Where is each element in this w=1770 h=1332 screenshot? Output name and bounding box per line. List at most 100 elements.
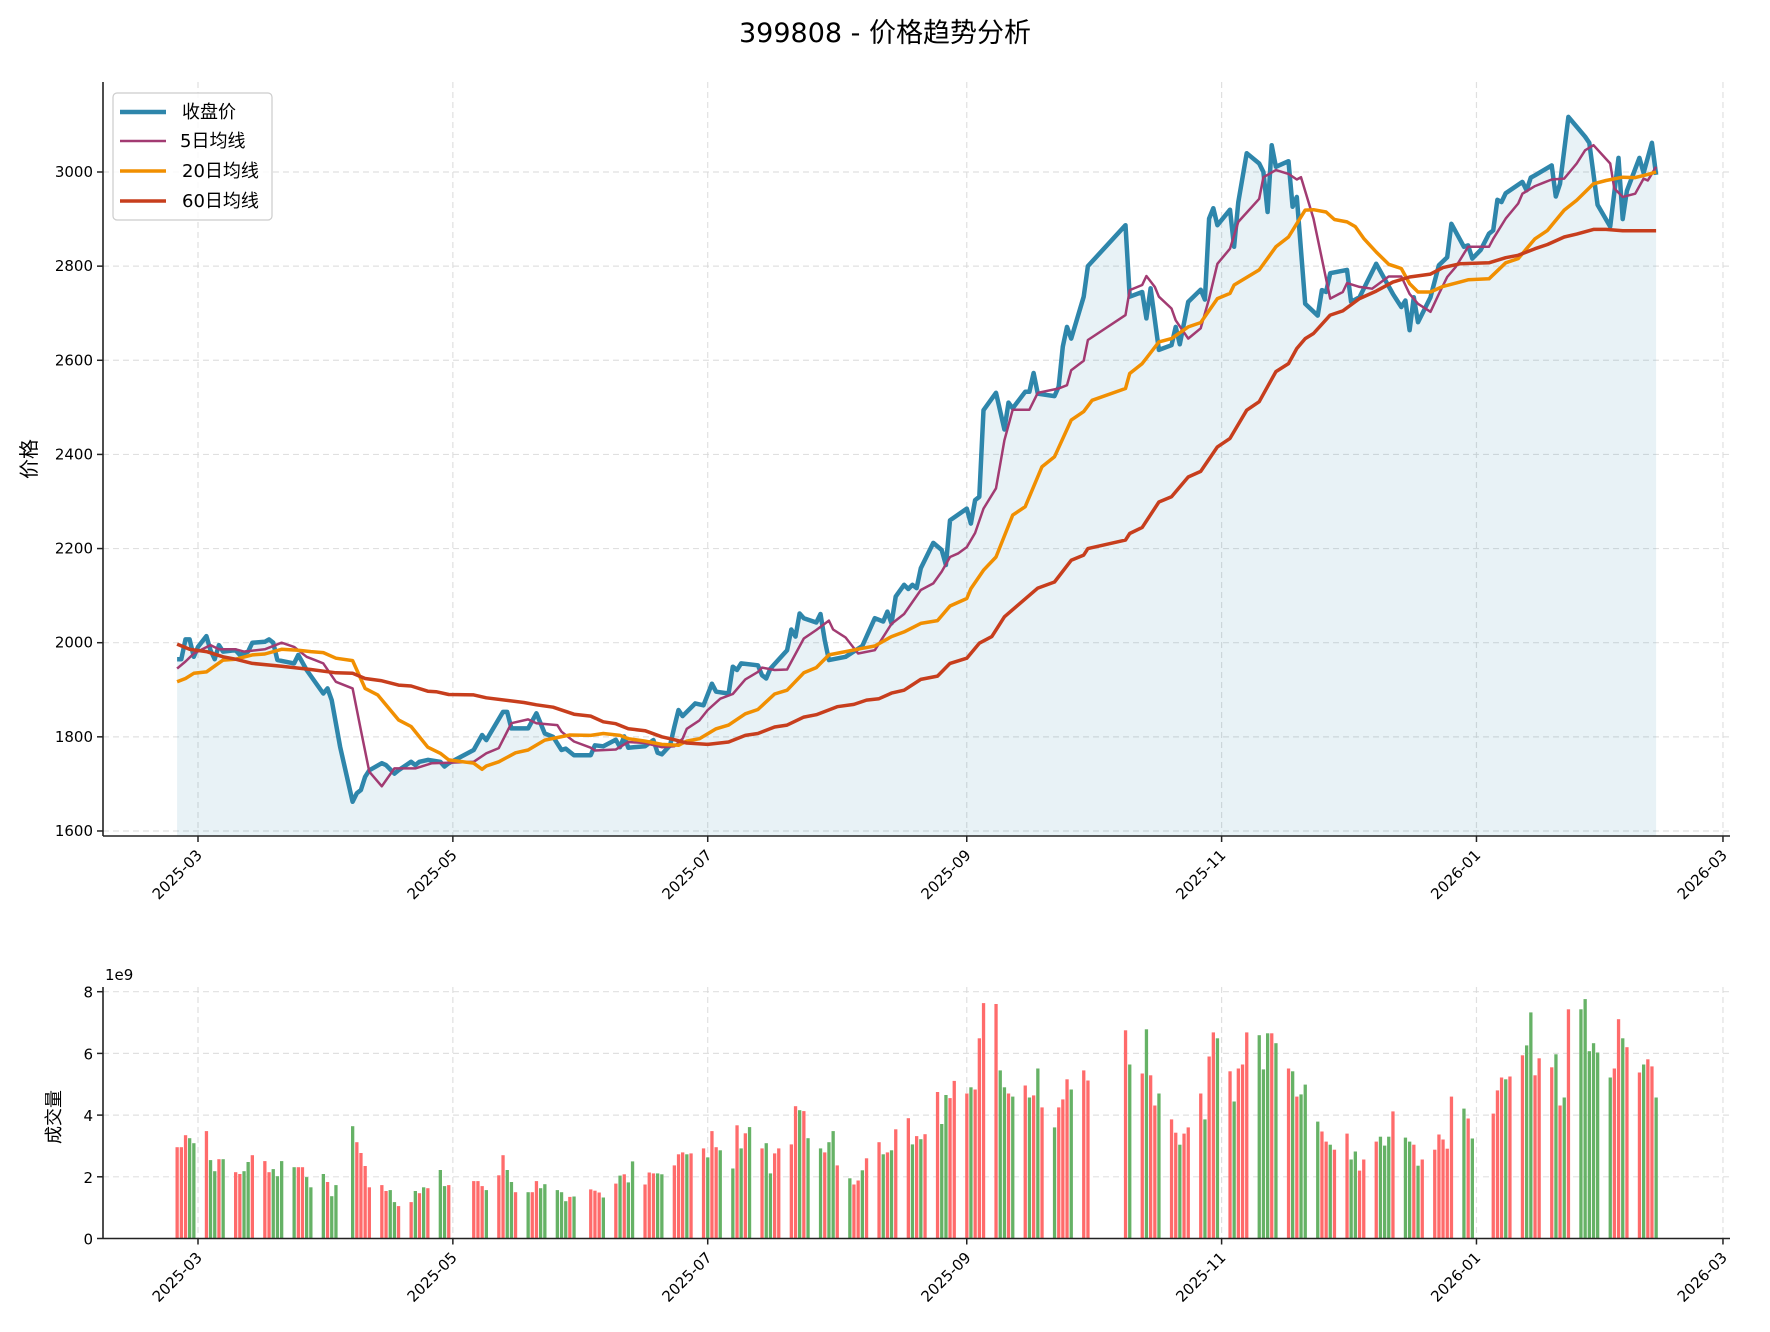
volume-bar — [1082, 1070, 1086, 1239]
volume-bar — [534, 1181, 539, 1239]
volume-bar — [1650, 1066, 1654, 1239]
volume-bar — [1642, 1064, 1646, 1239]
volume-bar — [480, 1186, 484, 1239]
volume-bar — [710, 1131, 714, 1239]
price-y-tick-label: 3000 — [55, 163, 93, 181]
volume-y-tick-label: 6 — [83, 1045, 93, 1063]
volume-bar — [969, 1087, 973, 1239]
volume-bar — [1144, 1029, 1149, 1239]
volume-bar — [856, 1180, 860, 1239]
volume-bar — [1420, 1159, 1424, 1239]
volume-bar — [192, 1143, 196, 1239]
volume-bar — [572, 1196, 576, 1239]
volume-bar — [1637, 1072, 1642, 1239]
volume-bar — [739, 1148, 743, 1239]
volume-bar — [685, 1154, 689, 1239]
volume-bar — [852, 1184, 856, 1239]
legend-item-ma20[interactable]: 20日均线 — [120, 161, 259, 182]
volume-bar — [1149, 1075, 1153, 1239]
volume-bar — [526, 1192, 530, 1239]
volume-bar — [1245, 1032, 1249, 1239]
volume-bar — [321, 1174, 325, 1239]
volume-bar — [1491, 1113, 1495, 1239]
volume-bar — [935, 1092, 940, 1239]
volume-bar — [1328, 1144, 1332, 1239]
legend-item-close[interactable]: 收盘价 — [120, 102, 236, 123]
volume-bar — [1554, 1054, 1558, 1239]
legend-item-ma5[interactable]: 5日均线 — [120, 131, 245, 152]
volume-bar — [701, 1148, 706, 1239]
volume-bar — [689, 1153, 693, 1239]
legend-item-ma60[interactable]: 60日均线 — [120, 191, 259, 212]
volume-bar — [280, 1161, 284, 1239]
volume-bar — [355, 1142, 359, 1239]
volume-bar — [735, 1125, 739, 1239]
volume-bar — [1157, 1093, 1161, 1239]
volume-bar — [1006, 1093, 1011, 1239]
volume-bar — [1349, 1159, 1353, 1239]
legend-label-ma5: 5日均线 — [180, 131, 245, 152]
volume-bar — [238, 1174, 242, 1239]
price-y-label: 价格 — [17, 439, 41, 479]
volume-bar — [1123, 1030, 1128, 1239]
volume-offset-text: 1e9 — [105, 966, 133, 984]
volume-bar — [910, 1144, 915, 1239]
volume-bar — [1466, 1118, 1470, 1239]
volume-bar — [1153, 1105, 1157, 1239]
volume-bar — [1320, 1131, 1324, 1239]
volume-bar — [1052, 1127, 1057, 1239]
volume-bar — [881, 1154, 885, 1239]
volume-bar — [1616, 1019, 1621, 1239]
price-y-tick-label: 2800 — [55, 257, 93, 275]
volume-bar — [994, 1004, 998, 1239]
volume-bar — [743, 1133, 747, 1239]
volume-bar — [923, 1134, 927, 1239]
volume-bar — [234, 1172, 238, 1239]
volume-bar — [204, 1131, 209, 1239]
volume-bar — [906, 1118, 910, 1239]
volume-bar — [973, 1089, 977, 1239]
volume-bar — [1270, 1033, 1274, 1239]
legend-box — [112, 92, 273, 221]
volume-bar — [1236, 1068, 1240, 1239]
volume-bar — [1178, 1144, 1182, 1239]
volume-bar — [476, 1181, 480, 1239]
volume-bar — [351, 1126, 355, 1239]
volume-bar — [1353, 1151, 1357, 1239]
volume-bar — [484, 1190, 488, 1239]
volume-bar — [300, 1167, 305, 1239]
volume-bar — [827, 1142, 831, 1239]
volume-bar — [530, 1192, 534, 1239]
volume-bar — [1182, 1133, 1186, 1239]
volume-y-label: 成交量 — [44, 1090, 65, 1144]
volume-bar — [777, 1148, 781, 1239]
volume-bar — [1228, 1071, 1232, 1239]
volume-bar — [1232, 1101, 1236, 1239]
volume-bar — [660, 1174, 664, 1239]
volume-bar — [835, 1165, 839, 1239]
volume-bar — [1299, 1094, 1303, 1239]
volume-bar — [409, 1202, 413, 1239]
volume-bar — [681, 1152, 685, 1239]
volume-bar — [179, 1147, 183, 1239]
volume-bar — [860, 1170, 864, 1239]
volume-bar — [1023, 1085, 1027, 1239]
volume-bar — [1345, 1133, 1349, 1239]
volume-bar — [1533, 1075, 1537, 1239]
volume-bar — [718, 1150, 722, 1239]
volume-bar — [1499, 1077, 1504, 1239]
volume-bar — [1286, 1068, 1291, 1239]
volume-bar — [384, 1191, 388, 1239]
volume-bar — [1508, 1076, 1512, 1239]
volume-bar — [919, 1139, 923, 1239]
volume-bar — [330, 1196, 334, 1239]
volume-bar — [442, 1186, 447, 1239]
volume-bar — [915, 1136, 919, 1239]
volume-bar — [1169, 1119, 1174, 1239]
volume-bar — [672, 1165, 676, 1239]
volume-bar — [1332, 1149, 1337, 1239]
volume-bar — [1378, 1136, 1383, 1239]
volume-bar — [948, 1098, 952, 1239]
volume-bar — [1495, 1090, 1500, 1239]
